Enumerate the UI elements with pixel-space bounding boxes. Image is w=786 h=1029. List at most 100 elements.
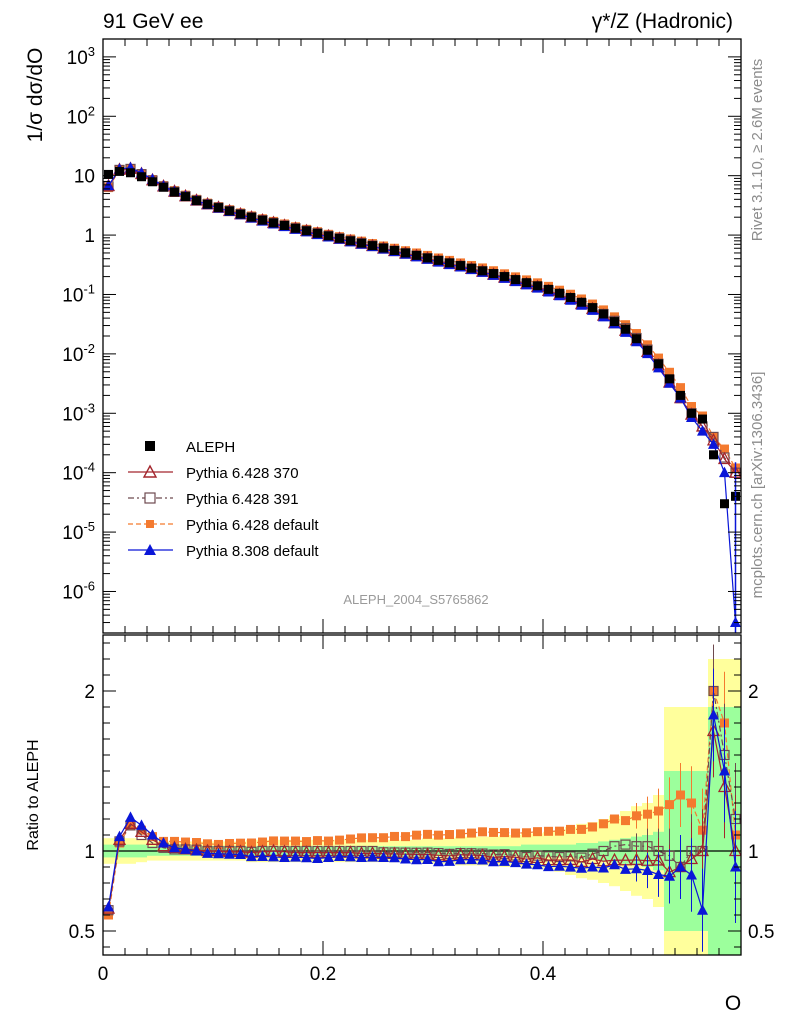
ratio-y-axis-label: Ratio to ALEPH <box>25 739 42 850</box>
ratio-point-pythia6-default-8 <box>192 838 201 848</box>
main-point-pythia6-default-56 <box>720 444 729 454</box>
ratio-point-pythia8-default-3 <box>136 819 147 830</box>
main-point-aleph-30 <box>434 255 443 265</box>
legend-marker-pythia6-default <box>146 520 154 528</box>
main-point-aleph-16 <box>280 220 289 230</box>
main-point-aleph-15 <box>269 218 278 228</box>
main-point-aleph-40 <box>544 284 553 294</box>
main-y-tick-label-1: 10-5 <box>62 519 95 544</box>
ratio-point-pythia6-default-49 <box>643 809 652 819</box>
main-point-aleph-51 <box>665 374 674 384</box>
ratio-point-pythia8-default-17 <box>290 851 301 862</box>
ratio-point-pythia8-default-42 <box>565 861 576 872</box>
ratio-point-pythia6-default-20 <box>324 836 333 846</box>
ratio-point-pythia8-default-16 <box>279 851 290 863</box>
main-y-tick-label-base: 10 <box>67 48 88 69</box>
ratio-point-pythia6-default-21 <box>335 835 344 845</box>
main-point-aleph-55 <box>709 450 718 460</box>
ratio-point-pythia8-default-10 <box>213 847 224 859</box>
main-y-tick-label-base: 10 <box>62 582 83 603</box>
ratio-point-pythia8-default-54 <box>697 904 708 915</box>
ratio-point-pythia8-default-7 <box>180 843 191 854</box>
main-point-aleph-34 <box>478 266 487 276</box>
ratio-point-pythia8-default-1 <box>114 830 125 842</box>
main-point-aleph-10 <box>214 203 223 213</box>
main-point-aleph-48 <box>632 334 641 344</box>
ratio-point-pythia8-default-53 <box>686 869 697 880</box>
main-y-tick-label-7: 10 <box>74 167 95 188</box>
main-point-aleph-11 <box>225 206 234 216</box>
ratio-point-pythia8-default-29 <box>422 853 433 864</box>
main-point-aleph-37 <box>511 275 520 285</box>
main-y-tick-label-exp: -1 <box>83 281 95 296</box>
main-point-pythia6-default-53 <box>687 402 696 412</box>
main-line-pythia6-391 <box>108 168 736 474</box>
main-point-aleph-20 <box>324 231 333 241</box>
ratio-point-pythia6-default-34 <box>478 827 487 837</box>
ratio-panel-series <box>103 644 741 952</box>
main-point-aleph-21 <box>335 233 344 243</box>
ratio-point-pythia8-default-19 <box>312 852 323 864</box>
ratio-point-pythia8-default-5 <box>158 837 169 848</box>
ratio-point-pythia8-default-34 <box>477 853 488 865</box>
main-point-aleph-45 <box>599 309 608 319</box>
main-point-aleph-6 <box>170 187 179 197</box>
ratio-point-pythia8-default-6 <box>169 841 180 853</box>
main-point-aleph-19 <box>313 228 322 238</box>
analysis-watermark: ALEPH_2004_S5765862 <box>343 592 488 607</box>
main-y-tick-label-exp: -2 <box>83 341 95 356</box>
main-y-tick-label-3: 10-3 <box>62 400 95 425</box>
ratio-y-tick-label-right-1: 1 <box>748 842 759 863</box>
ratio-y-tick-label-left-0: 0.5 <box>69 922 95 943</box>
ratio-y-tick-label-left-1: 1 <box>84 842 95 863</box>
main-y-tick-label-5: 10-1 <box>62 281 95 306</box>
ratio-point-pythia6-default-51 <box>665 800 674 810</box>
main-point-aleph-42 <box>566 292 575 302</box>
main-point-aleph-13 <box>247 212 256 222</box>
main-point-aleph-53 <box>687 408 696 418</box>
main-y-tick-label-exp: -3 <box>83 400 95 415</box>
main-y-tick-label-4: 10-2 <box>62 341 95 366</box>
ratio-point-pythia8-default-25 <box>378 851 389 863</box>
main-series-aleph <box>104 166 740 509</box>
main-point-pythia6-default-55 <box>709 432 718 442</box>
ratio-point-pythia8-default-31 <box>444 855 455 866</box>
ratio-point-pythia8-default-33 <box>466 853 477 865</box>
ratio-point-pythia6-default-35 <box>489 827 498 837</box>
legend-marker-aleph <box>145 441 155 451</box>
ratio-point-pythia6-default-37 <box>511 828 520 838</box>
main-point-aleph-25 <box>379 243 388 253</box>
ratio-point-pythia8-default-32 <box>455 853 466 865</box>
ratio-point-pythia8-default-0 <box>103 901 114 912</box>
ratio-point-pythia8-default-26 <box>389 851 400 863</box>
ratio-point-pythia8-default-21 <box>334 850 345 861</box>
main-point-aleph-17 <box>291 223 300 233</box>
ratio-y-tick-label-left-2: 2 <box>84 682 95 703</box>
ratio-point-pythia6-default-44 <box>588 822 597 832</box>
main-point-aleph-18 <box>302 226 311 236</box>
ratio-series-pythia8-default <box>103 668 741 952</box>
ratio-point-pythia6-391-42 <box>565 851 576 862</box>
ratio-line-pythia8-default <box>107 714 737 911</box>
ratio-point-pythia6-default-46 <box>610 814 619 824</box>
ratio-point-pythia6-default-27 <box>401 832 410 842</box>
ratio-plot-frame <box>102 634 742 956</box>
ratio-point-pythia8-default-51 <box>664 870 675 881</box>
ratio-point-pythia8-default-41 <box>554 860 565 871</box>
main-point-aleph-3 <box>137 172 146 182</box>
ratio-point-pythia6-default-16 <box>280 836 289 846</box>
main-y-tick-label-base: 10 <box>62 404 83 425</box>
ratio-point-pythia6-default-17 <box>291 836 300 846</box>
ratio-point-pythia6-default-28 <box>412 830 421 840</box>
main-point-aleph-49 <box>643 345 652 355</box>
main-point-pythia6-default-52 <box>676 383 685 393</box>
main-point-pythia6-default-51 <box>665 367 674 377</box>
ratio-point-pythia6-default-24 <box>368 833 377 843</box>
main-point-aleph-2 <box>126 168 135 178</box>
main-series-pythia6-default <box>104 164 740 473</box>
ratio-point-pythia6-default-25 <box>379 833 388 843</box>
ratio-point-pythia6-default-48 <box>632 811 641 821</box>
main-point-pythia8-default-56 <box>719 466 730 478</box>
